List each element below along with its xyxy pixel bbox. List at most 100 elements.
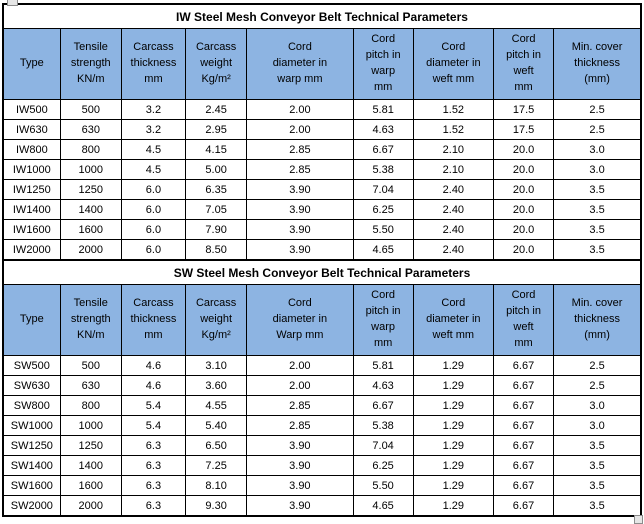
value-cell: 2.10 bbox=[412, 159, 494, 180]
value-cell: 2.85 bbox=[246, 159, 354, 180]
value-cell: 2.00 bbox=[246, 119, 354, 140]
value-cell: 1000 bbox=[59, 415, 122, 436]
value-cell: 6.67 bbox=[492, 415, 555, 436]
value-cell: 630 bbox=[59, 375, 122, 396]
value-cell: 20.0 bbox=[492, 239, 555, 261]
selection-handle-bottom-right[interactable] bbox=[634, 515, 643, 524]
value-cell: 6.3 bbox=[120, 435, 187, 456]
value-cell: 2.40 bbox=[412, 179, 494, 200]
value-cell: 20.0 bbox=[492, 179, 555, 200]
value-cell: 5.38 bbox=[352, 415, 414, 436]
value-cell: 20.0 bbox=[492, 159, 555, 180]
column-header: Cord diameter in warp mm bbox=[246, 28, 354, 100]
value-cell: 2.85 bbox=[246, 415, 354, 436]
type-cell: SW2000 bbox=[2, 495, 61, 517]
value-cell: 6.0 bbox=[120, 199, 187, 220]
value-cell: 3.2 bbox=[120, 99, 187, 120]
value-cell: 1.29 bbox=[412, 475, 494, 496]
value-cell: 4.6 bbox=[120, 375, 187, 396]
value-cell: 1.52 bbox=[412, 99, 494, 120]
value-cell: 5.81 bbox=[352, 355, 414, 376]
value-cell: 20.0 bbox=[492, 199, 555, 220]
value-cell: 3.5 bbox=[553, 239, 642, 261]
value-cell: 1250 bbox=[59, 179, 122, 200]
value-cell: 17.5 bbox=[492, 99, 555, 120]
value-cell: 3.0 bbox=[553, 415, 642, 436]
value-cell: 4.63 bbox=[352, 119, 414, 140]
column-header: Cord pitch in warp mm bbox=[352, 284, 414, 356]
value-cell: 4.5 bbox=[120, 159, 187, 180]
value-cell: 1600 bbox=[59, 219, 122, 240]
value-cell: 3.2 bbox=[120, 119, 187, 140]
value-cell: 4.63 bbox=[352, 375, 414, 396]
table-title-row: SW Steel Mesh Conveyor Belt Technical Pa… bbox=[2, 259, 642, 285]
value-cell: 800 bbox=[59, 139, 122, 160]
value-cell: 2.00 bbox=[246, 375, 354, 396]
value-cell: 3.0 bbox=[553, 139, 642, 160]
table-title: IW Steel Mesh Conveyor Belt Technical Pa… bbox=[2, 3, 642, 29]
column-header: Carcass thickness mm bbox=[120, 28, 187, 100]
value-cell: 7.90 bbox=[185, 219, 248, 240]
type-cell: SW1400 bbox=[2, 455, 61, 476]
type-cell: IW1250 bbox=[2, 179, 61, 200]
column-header: Cord pitch in weft mm bbox=[492, 284, 555, 356]
value-cell: 2.45 bbox=[185, 99, 248, 120]
column-header: Carcass weight Kg/m² bbox=[185, 28, 248, 100]
value-cell: 2.40 bbox=[412, 199, 494, 220]
value-cell: 2000 bbox=[59, 495, 122, 517]
value-cell: 1000 bbox=[59, 159, 122, 180]
value-cell: 6.0 bbox=[120, 179, 187, 200]
value-cell: 6.25 bbox=[352, 455, 414, 476]
value-cell: 3.90 bbox=[246, 435, 354, 456]
value-cell: 1.29 bbox=[412, 435, 494, 456]
column-header: Carcass weight Kg/m² bbox=[185, 284, 248, 356]
value-cell: 2.85 bbox=[246, 395, 354, 416]
value-cell: 3.90 bbox=[246, 475, 354, 496]
value-cell: 2.40 bbox=[412, 239, 494, 261]
table-row: IW630 630 3.2 2.95 2.00 4.63 1.52 17.5 2.5 bbox=[2, 119, 642, 140]
value-cell: 3.90 bbox=[246, 199, 354, 220]
value-cell: 1.52 bbox=[412, 119, 494, 140]
table-title-row: IW Steel Mesh Conveyor Belt Technical Pa… bbox=[2, 3, 642, 29]
value-cell: 8.50 bbox=[185, 239, 248, 261]
column-header: Cord diameter in Warp mm bbox=[246, 284, 354, 356]
value-cell: 3.5 bbox=[553, 435, 642, 456]
value-cell: 3.5 bbox=[553, 475, 642, 496]
value-cell: 2.85 bbox=[246, 139, 354, 160]
table-row: SW1250 1250 6.3 6.50 3.90 7.04 1.29 6.67 3.5 bbox=[2, 435, 642, 456]
value-cell: 2.40 bbox=[412, 219, 494, 240]
table-row: IW800 800 4.5 4.15 2.85 6.67 2.10 20.0 3.0 bbox=[2, 139, 642, 160]
value-cell: 3.90 bbox=[246, 239, 354, 261]
value-cell: 17.5 bbox=[492, 119, 555, 140]
value-cell: 4.15 bbox=[185, 139, 248, 160]
table-row: IW1400 1400 6.0 7.05 3.90 6.25 2.40 20.0 3.5 bbox=[2, 199, 642, 220]
value-cell: 4.65 bbox=[352, 495, 414, 517]
table-row: IW1250 1250 6.0 6.35 3.90 7.04 2.40 20.0 3.5 bbox=[2, 179, 642, 200]
value-cell: 7.05 bbox=[185, 199, 248, 220]
value-cell: 6.67 bbox=[352, 395, 414, 416]
type-cell: SW1600 bbox=[2, 475, 61, 496]
value-cell: 1.29 bbox=[412, 415, 494, 436]
value-cell: 5.4 bbox=[120, 415, 187, 436]
value-cell: 1400 bbox=[59, 199, 122, 220]
table-row: IW1000 1000 4.5 5.00 2.85 5.38 2.10 20.0 3.0 bbox=[2, 159, 642, 180]
value-cell: 5.38 bbox=[352, 159, 414, 180]
value-cell: 3.90 bbox=[246, 495, 354, 517]
column-header: Cord pitch in warp mm bbox=[352, 28, 414, 100]
value-cell: 5.81 bbox=[352, 99, 414, 120]
value-cell: 3.90 bbox=[246, 455, 354, 476]
value-cell: 6.0 bbox=[120, 239, 187, 261]
value-cell: 3.0 bbox=[553, 395, 642, 416]
selection-handle-top-left[interactable] bbox=[7, 0, 18, 6]
value-cell: 500 bbox=[59, 99, 122, 120]
value-cell: 6.67 bbox=[492, 395, 555, 416]
value-cell: 9.30 bbox=[185, 495, 248, 517]
type-cell: SW800 bbox=[2, 395, 61, 416]
table-row: SW1000 1000 5.4 5.40 2.85 5.38 1.29 6.67 3.0 bbox=[2, 415, 642, 436]
table-row: SW1400 1400 6.3 7.25 3.90 6.25 1.29 6.67 3.5 bbox=[2, 455, 642, 476]
value-cell: 6.67 bbox=[492, 435, 555, 456]
type-cell: IW1600 bbox=[2, 219, 61, 240]
type-cell: SW500 bbox=[2, 355, 61, 376]
value-cell: 7.04 bbox=[352, 179, 414, 200]
